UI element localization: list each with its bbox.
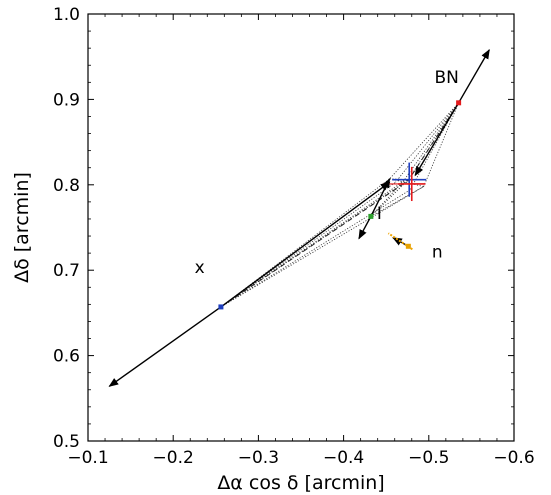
motion-vector: [108, 306, 222, 387]
y-tick-label: 1.0: [53, 5, 80, 25]
source-point-i: [368, 213, 374, 219]
x-tick-label: −0.6: [493, 448, 534, 468]
dotted-line: [220, 181, 396, 308]
motion-vector: [414, 102, 460, 177]
dotted-line: [220, 179, 409, 308]
y-tick-label: 0.6: [53, 347, 80, 367]
dashed-lines: [220, 102, 460, 308]
y-tick-label: 0.8: [53, 176, 80, 196]
axes: [87, 13, 515, 442]
dotted-line: [370, 186, 424, 217]
source-label: BN: [434, 68, 458, 88]
dotted-line: [402, 102, 459, 182]
y-ticks: 0.5 0.6 0.7 0.8 0.9 1.0: [53, 5, 514, 452]
motion-vector: [458, 49, 490, 104]
plot-frame: [87, 13, 515, 442]
x-tick-label: −0.4: [323, 448, 364, 468]
y-axis-label: Δδ [arcmin]: [11, 172, 33, 283]
x-tick-label: −0.5: [408, 448, 449, 468]
dotted-line: [220, 181, 404, 308]
dashed-line: [220, 180, 409, 308]
dotted-lines: [220, 102, 459, 308]
x-tick-label: −0.2: [153, 448, 194, 468]
y-tick-label: 0.5: [53, 432, 80, 452]
dotted-line: [220, 186, 424, 308]
position-crosses: [392, 162, 427, 202]
dotted-line: [370, 181, 404, 217]
source-label: x: [195, 258, 205, 278]
source-point-n: [405, 243, 411, 249]
source-point-bn: [456, 100, 462, 106]
dotted-line: [389, 102, 459, 180]
dotted-line: [220, 178, 390, 308]
motion-vector: [220, 181, 391, 308]
x-ticks: −0.1 −0.2 −0.3 −0.4 −0.5 −0.6: [67, 14, 535, 468]
source-labels: BN x In: [195, 68, 459, 278]
dotted-line: [423, 102, 459, 187]
source-point-x: [218, 304, 224, 310]
source-label: n: [432, 242, 443, 262]
dotted-line: [395, 102, 459, 183]
motion-vector: [370, 177, 391, 217]
dotted-line: [370, 179, 409, 217]
dashed-line: [407, 102, 460, 181]
x-tick-label: −0.1: [67, 448, 108, 468]
dotted-line: [220, 189, 411, 308]
source-label: I: [377, 204, 382, 224]
motion-vector: [358, 216, 372, 240]
y-tick-label: 0.9: [53, 90, 80, 110]
x-axis-label: Δα cos δ [arcmin]: [217, 472, 384, 494]
x-tick-label: −0.3: [238, 448, 279, 468]
proper-motion-vectors: [108, 49, 490, 387]
source-points: [218, 100, 462, 310]
y-tick-label: 0.7: [53, 261, 80, 281]
